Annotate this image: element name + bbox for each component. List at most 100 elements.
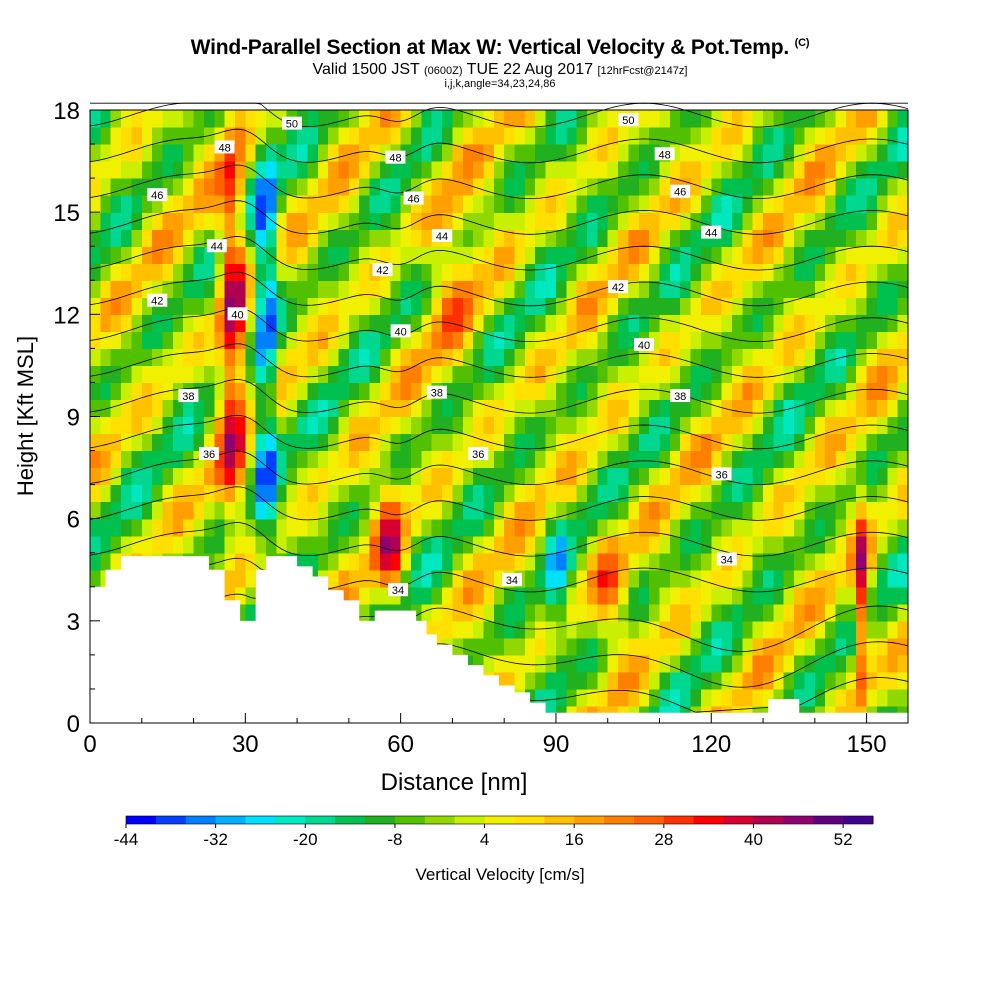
y-tick-label: 0	[67, 711, 80, 738]
contour-line	[89, 343, 909, 378]
contour-label-bg	[388, 583, 409, 597]
contour-labels: 50 48 46 44 42 40 38 36 48 46 44 42 40 38 36 34 34 50 48 46…	[147, 113, 737, 597]
contour-label-text: 36	[715, 469, 727, 481]
contour-label-bg	[178, 389, 199, 403]
contour-label-bg	[618, 113, 639, 127]
valid-utc: (0600Z)	[423, 65, 463, 77]
contour-label: 36	[468, 446, 489, 461]
y-tick-label: 9	[67, 405, 80, 432]
colorbar-swatch	[783, 816, 814, 824]
colorbar-swatch	[185, 816, 217, 824]
y-tick-label: 12	[53, 302, 80, 329]
contour-label: 38	[670, 389, 691, 403]
contour-label-bg	[426, 385, 447, 399]
contour-label-text: 38	[431, 388, 443, 400]
colorbar-swatch	[365, 816, 396, 824]
contour-label-bg	[281, 116, 302, 130]
y-tick-label: 15	[53, 200, 80, 227]
colorbar-swatch	[484, 816, 515, 824]
contour-line	[89, 307, 909, 343]
contour-label-bg	[372, 263, 393, 277]
colorbar-tick-label: 40	[744, 830, 763, 849]
contour-line	[89, 164, 909, 199]
valid-date: TUE 22 Aug 2017	[466, 61, 593, 78]
contour-label: 46	[147, 188, 168, 202]
forecast-info: [12hrFcst@2147z]	[597, 65, 688, 77]
contour-label-text: 34	[392, 585, 404, 597]
contour-label-text: 46	[407, 194, 419, 206]
y-tick-label: 6	[67, 507, 80, 534]
contour-label-bg	[501, 572, 522, 586]
contour-label-text: 34	[721, 555, 733, 567]
contour-label-bg	[432, 229, 453, 243]
contour-label: 40	[227, 307, 248, 321]
contour-label-bg	[214, 140, 235, 154]
colorbar-swatch	[514, 816, 545, 824]
contour-label-text: 48	[218, 142, 230, 154]
contour-label: 42	[372, 263, 393, 277]
contour-line	[89, 236, 909, 271]
contour-label-bg	[199, 446, 220, 460]
copyright-mark: (C)	[794, 37, 810, 49]
contour-label-bg	[390, 324, 411, 338]
contour-label-text: 42	[151, 296, 163, 308]
colorbar-tick-label: -44	[114, 830, 139, 849]
y-tick-label: 3	[67, 609, 80, 636]
y-tick-label: 18	[53, 98, 80, 125]
contour-label: 48	[385, 150, 406, 165]
contour-label: 50	[618, 113, 639, 127]
contour-label: 42	[608, 280, 629, 294]
contour-label-bg	[385, 150, 406, 164]
chart-indices: i,j,k,angle=34,23,24,86	[444, 78, 556, 90]
colorbar-swatch	[693, 816, 725, 824]
colorbar: -44 -32 -20 -8 4 16 28 40 52 Vertical Velocity [c…	[114, 815, 874, 884]
contour-label-text: 48	[659, 149, 671, 161]
contour-label: 50	[281, 116, 302, 131]
terrain-mask	[90, 556, 908, 723]
contour-label-text: 44	[211, 241, 223, 253]
contour-line	[209, 557, 909, 593]
x-tick-label: 120	[691, 731, 731, 758]
x-tick-label: 150	[847, 731, 887, 758]
contour-label-bg	[716, 552, 737, 566]
contour-line	[89, 414, 909, 450]
contour-line	[89, 200, 909, 235]
colorbar-swatch	[753, 816, 784, 824]
colorbar-swatch	[604, 816, 635, 824]
contour-label: 34	[501, 572, 522, 587]
contour-label: 44	[206, 239, 227, 253]
contour-label-text: 40	[638, 340, 650, 352]
contour-label-text: 38	[182, 391, 194, 403]
contour-label: 44	[701, 225, 722, 240]
contour-label-text: 34	[506, 575, 518, 587]
colorbar-tick-label: -32	[203, 830, 228, 849]
contour-label: 34	[716, 552, 737, 567]
contour-label-bg	[608, 280, 629, 294]
contour-label-bg	[654, 147, 675, 161]
contour-label-bg	[206, 239, 227, 253]
contour-label: 42	[147, 293, 168, 308]
colorbar-swatch	[155, 816, 187, 824]
contour-line	[224, 593, 909, 652]
contour-label-text: 42	[612, 282, 624, 294]
colorbar-tick-label: -8	[387, 830, 402, 849]
contour-label: 40	[390, 324, 411, 338]
contour-label-bg	[670, 184, 691, 198]
contour-label-bg	[701, 225, 722, 239]
contour-line	[89, 128, 909, 164]
contour-label: 36	[199, 446, 220, 461]
x-tick-label: 60	[387, 731, 414, 758]
x-tick-label: 90	[543, 731, 570, 758]
contour-label-bg	[468, 446, 489, 460]
contour-line	[89, 379, 909, 414]
contour-label: 36	[711, 467, 732, 481]
y-axis-label: Height [Kft MSL]	[13, 336, 38, 496]
pot-temp-contours	[89, 102, 909, 713]
x-axis-label: Distance [nm]	[381, 769, 528, 796]
colorbar-swatch	[633, 816, 665, 824]
colorbar-swatch	[813, 816, 844, 824]
colorbar-tick-label: 28	[654, 830, 673, 849]
contour-label-bg	[147, 293, 168, 307]
